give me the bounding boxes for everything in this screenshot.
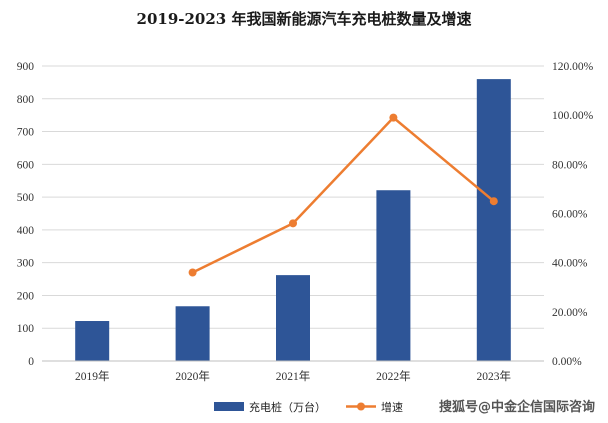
x-tick-label: 2021年 xyxy=(276,369,311,383)
growth-point xyxy=(188,268,197,277)
legend-line-label: 增速 xyxy=(381,400,403,414)
watermark: 搜狐号@中金企信国际咨询 xyxy=(439,399,595,415)
x-tick-label: 2022年 xyxy=(376,369,411,383)
right-tick-label: 80.00% xyxy=(552,159,588,171)
bar xyxy=(476,79,511,361)
legend-line-marker xyxy=(357,402,365,411)
legend-bar-swatch xyxy=(214,402,244,411)
left-tick-label: 900 xyxy=(17,61,35,73)
legend: 充电桩（万台） 增速 xyxy=(214,400,403,414)
left-tick-label: 500 xyxy=(17,192,35,204)
x-tick-label: 2023年 xyxy=(477,369,512,383)
right-tick-label: 60.00% xyxy=(552,209,588,221)
right-tick-label: 40.00% xyxy=(552,258,588,270)
bar xyxy=(376,190,411,361)
growth-point xyxy=(489,197,498,206)
gridlines xyxy=(42,65,544,329)
left-tick-label: 700 xyxy=(17,127,35,139)
line-series xyxy=(188,113,498,277)
legend-bar-label: 充电桩（万台） xyxy=(249,400,326,414)
left-tick-label: 400 xyxy=(17,225,35,237)
right-axis-ticks: 0.00% 20.00% 40.00% 60.00% 80.00% 100.00% 120.… xyxy=(552,61,594,368)
right-tick-label: 100.00% xyxy=(552,110,594,122)
right-tick-label: 20.00% xyxy=(552,307,588,319)
x-tick-label: 2020年 xyxy=(175,369,210,383)
chart-title: 2019-2023 年我国新能源汽车充电桩数量及增速 xyxy=(137,10,472,28)
right-tick-label: 120.00% xyxy=(552,61,594,73)
bar-series xyxy=(75,79,511,361)
x-tick-label: 2019年 xyxy=(75,369,110,383)
left-tick-label: 300 xyxy=(17,258,35,270)
left-tick-label: 800 xyxy=(17,94,35,106)
left-axis-ticks: 0 100 200 300 400 500 600 700 800 900 xyxy=(17,61,35,368)
left-tick-label: 200 xyxy=(17,290,35,302)
bar xyxy=(75,321,110,361)
x-axis-ticks: 2019年 2020年 2021年 2022年 2023年 xyxy=(75,369,511,383)
left-tick-label: 100 xyxy=(17,323,35,335)
left-tick-label: 600 xyxy=(17,159,35,171)
right-tick-label: 0.00% xyxy=(552,356,582,368)
bar xyxy=(175,306,210,361)
growth-point xyxy=(289,219,297,228)
growth-point xyxy=(389,113,398,122)
bar xyxy=(276,275,310,361)
left-tick-label: 0 xyxy=(28,356,34,368)
growth-line xyxy=(192,115,495,274)
